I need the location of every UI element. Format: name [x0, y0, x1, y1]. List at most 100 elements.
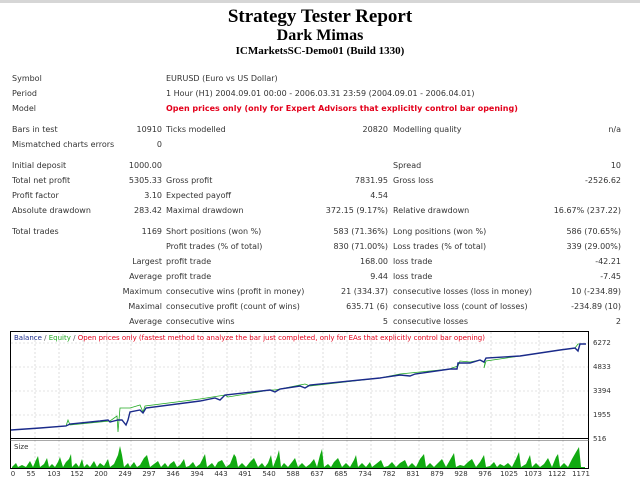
ticks-value: 20820: [362, 125, 388, 134]
x-tick-label: 394: [190, 470, 204, 478]
stat-right-value: -7.45: [600, 272, 621, 281]
stat-left-label: profit trade: [166, 257, 212, 266]
net-profit-value: 5305.33: [128, 176, 162, 185]
chart-legend: Balance / Equity / Open prices only (fas…: [14, 334, 485, 342]
x-tick-label: 443: [214, 470, 228, 478]
total-trades-value: 1169: [141, 227, 162, 236]
x-tick-label: 928: [454, 470, 468, 478]
x-tick-label: 540: [262, 470, 276, 478]
stat-right-label: loss trade: [393, 272, 433, 281]
rel-drawdown-label: Relative drawdown: [393, 206, 470, 215]
stat-right-value: -42.21: [595, 257, 621, 266]
x-tick-label: 734: [358, 470, 372, 478]
stat-right-label: consecutive losses (loss in money): [393, 287, 533, 296]
ticks-label: Ticks modelled: [166, 125, 226, 134]
long-positions-value: 586 (70.65%): [566, 227, 621, 236]
stat-prefix: Average: [129, 317, 162, 326]
quality-value: n/a: [608, 125, 621, 134]
stat-right-value: -234.89 (10): [571, 302, 621, 311]
x-tick-label: 491: [238, 470, 252, 478]
y-tick-label: 6272: [593, 339, 611, 347]
chart-grid: [11, 332, 588, 468]
spread-value: 10: [610, 161, 621, 170]
expert-name: Dark Mimas: [276, 27, 364, 44]
expected-payoff-label: Expected payoff: [166, 191, 231, 200]
stat-left-value: 168.00: [360, 257, 388, 266]
mismatch-value: 0: [156, 140, 162, 149]
model-label: Model: [12, 104, 37, 113]
top-divider: [0, 0, 640, 3]
size-histogram: [12, 446, 585, 468]
gross-loss-value: -2526.62: [585, 176, 621, 185]
expected-payoff-value: 4.54: [370, 191, 388, 200]
quality-label: Modelling quality: [393, 125, 462, 134]
legend-separator: /: [70, 334, 78, 342]
loss-trades-label: Loss trades (% of total): [393, 242, 487, 251]
x-tick-label: 103: [47, 470, 61, 478]
period-label: Period: [12, 89, 37, 98]
x-tick-label: 249: [118, 470, 132, 478]
server-name: ICMarketsSC-Demo01 (Build 1330): [235, 45, 405, 57]
gross-profit-label: Gross profit: [166, 176, 213, 185]
abs-drawdown-value: 283.42: [134, 206, 162, 215]
bars-value: 10910: [136, 125, 162, 134]
mismatch-label: Mismatched charts errors: [12, 140, 115, 149]
legend-equity: Equity: [48, 334, 71, 342]
balance-line: [10, 343, 586, 431]
stat-left-label: consecutive wins (profit in money): [166, 287, 305, 296]
profit-trades-label: Profit trades (% of total): [166, 242, 263, 251]
legend-balance: Balance: [14, 334, 42, 342]
balance-chart: [10, 331, 589, 469]
long-positions-label: Long positions (won %): [393, 227, 487, 236]
total-trades-label: Total trades: [12, 227, 59, 236]
profit-factor-label: Profit factor: [12, 191, 59, 200]
equity-line: [10, 343, 586, 433]
period-value: 1 Hour (H1) 2004.09.01 00:00 - 2006.03.3…: [166, 89, 475, 98]
x-tick-label: 0: [10, 470, 16, 478]
size-panel-label: Size: [14, 443, 29, 451]
x-tick-label: 976: [478, 470, 492, 478]
stat-left-label: consecutive wins: [166, 317, 235, 326]
x-tick-label: 1025: [500, 470, 518, 478]
x-tick-label: 879: [430, 470, 444, 478]
profit-factor-value: 3.10: [144, 191, 162, 200]
report-title: Strategy Tester Report: [227, 6, 413, 27]
rel-drawdown-value: 16.67% (237.22): [553, 206, 621, 215]
x-tick-label: 1122: [548, 470, 566, 478]
stat-right-label: consecutive loss (count of losses): [393, 302, 528, 311]
stat-prefix: Largest: [132, 257, 162, 266]
loss-trades-value: 339 (29.00%): [566, 242, 621, 251]
abs-drawdown-label: Absolute drawdown: [12, 206, 91, 215]
x-tick-label: 1171: [572, 470, 590, 478]
gross-profit-value: 7831.95: [354, 176, 388, 185]
x-tick-label: 346: [166, 470, 180, 478]
x-tick-label: 588: [286, 470, 300, 478]
y-tick-label: 3394: [593, 387, 611, 395]
legend-mode: Open prices only (fastest method to anal…: [77, 334, 485, 342]
x-tick-label: 637: [310, 470, 324, 478]
x-tick-label: 297: [142, 470, 156, 478]
net-profit-label: Total net profit: [12, 176, 71, 185]
stat-left-label: profit trade: [166, 272, 212, 281]
stat-prefix: Maximal: [128, 302, 162, 311]
x-tick-label: 1073: [524, 470, 542, 478]
max-drawdown-label: Maximal drawdown: [166, 206, 244, 215]
x-tick-label: 152: [70, 470, 84, 478]
y-tick-label: 4833: [593, 363, 611, 371]
stat-left-label: consecutive profit (count of wins): [166, 302, 300, 311]
x-tick-label: 55: [26, 470, 36, 478]
model-value: Open prices only (only for Expert Adviso…: [166, 104, 518, 113]
short-positions-value: 583 (71.36%): [333, 227, 388, 236]
stat-right-label: loss trade: [393, 257, 433, 266]
gross-loss-label: Gross loss: [393, 176, 434, 185]
stat-right-value: 10 (-234.89): [571, 287, 621, 296]
initial-deposit-value: 1000.00: [128, 161, 162, 170]
stat-left-value: 635.71 (6): [346, 302, 388, 311]
stat-left-value: 21 (334.37): [341, 287, 388, 296]
spread-label: Spread: [393, 161, 422, 170]
stat-left-value: 5: [382, 317, 388, 326]
legend-separator: /: [41, 334, 49, 342]
bars-label: Bars in test: [12, 125, 58, 134]
profit-trades-value: 830 (71.00%): [333, 242, 388, 251]
initial-deposit-label: Initial deposit: [12, 161, 67, 170]
